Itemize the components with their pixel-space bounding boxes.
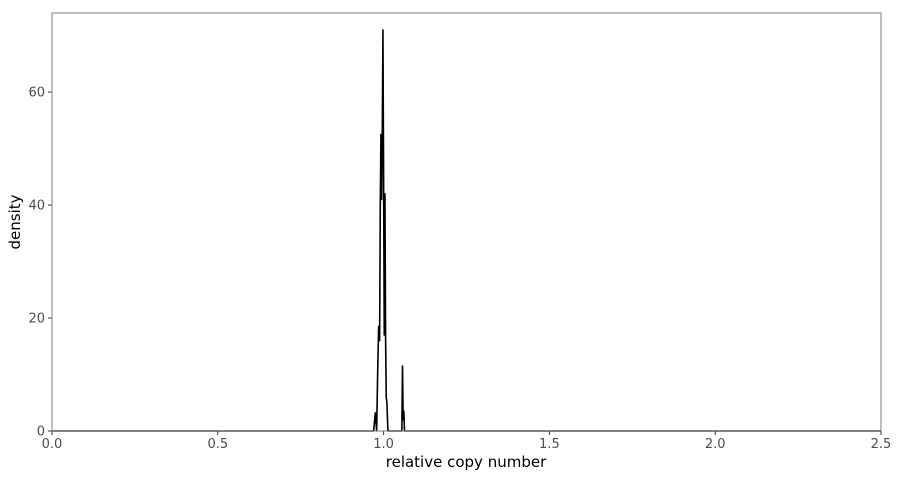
y-axis-title: density [6, 194, 24, 249]
x-tick-label: 1.0 [373, 437, 394, 452]
x-axis-title: relative copy number [386, 453, 547, 471]
y-tick-label: 40 [28, 199, 45, 214]
x-tick-label: 0.0 [42, 437, 63, 452]
y-tick-label: 20 [28, 312, 45, 327]
plot-panel [52, 13, 881, 431]
y-axis: 0 20 40 60 [28, 86, 52, 440]
x-tick-label: 2.0 [705, 437, 726, 452]
x-axis: 0.0 0.5 1.0 1.5 2.0 2.5 [42, 431, 892, 452]
x-tick-label: 1.5 [539, 437, 560, 452]
y-tick-label: 0 [37, 425, 45, 440]
y-tick-label: 60 [28, 86, 45, 101]
panel-border [51, 12, 882, 432]
density-line [52, 29, 881, 432]
x-tick-label: 2.5 [871, 437, 892, 452]
x-tick-label: 0.5 [207, 437, 228, 452]
